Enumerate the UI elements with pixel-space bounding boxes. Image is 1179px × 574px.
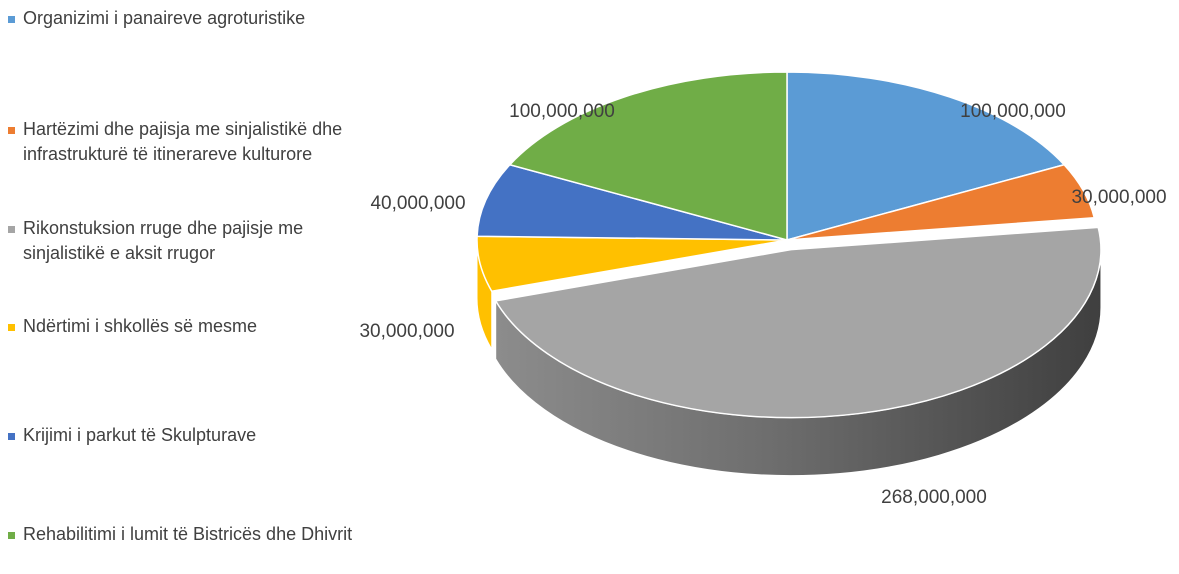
data-label: 100,000,000 (960, 101, 1066, 122)
pie-slice (786, 71, 1066, 241)
legend-label: Hartëzimi dhe pajisja me sinjalistikë dh… (23, 119, 343, 164)
pie-slice (786, 163, 1096, 241)
pie-slice (508, 71, 788, 241)
chart-legend: Organizimi i panaireve agroturistike Har… (8, 0, 380, 574)
legend-swatch (8, 226, 15, 233)
legend-swatch (8, 16, 15, 23)
legend-swatch (8, 433, 15, 440)
legend-swatch (8, 127, 15, 134)
pie-slices (476, 71, 1102, 477)
legend-item: Ndërtimi i shkollës së mesme (8, 314, 380, 339)
data-label: 100,000,000 (509, 101, 615, 122)
pie-slice (476, 163, 788, 241)
data-label: 30,000,000 (359, 321, 454, 342)
legend-swatch (8, 532, 15, 539)
data-label: 30,000,000 (1071, 187, 1166, 208)
legend-label: Rikonstuksion rruge dhe pajisje me sinja… (23, 218, 304, 263)
legend-label: Ndërtimi i shkollës së mesme (23, 316, 258, 336)
legend-label: Krijimi i parkut të Skulpturave (23, 425, 257, 445)
legend-item: Rikonstuksion rruge dhe pajisje me sinja… (8, 216, 380, 266)
data-label: 268,000,000 (881, 487, 987, 508)
legend-label: Rehabilitimi i lumit të Bistricës dhe Dh… (23, 524, 353, 544)
data-label: 40,000,000 (370, 193, 465, 214)
legend-item: Krijimi i parkut të Skulpturave (8, 423, 380, 448)
legend-label: Organizimi i panaireve agroturistike (23, 8, 306, 28)
legend-item: Hartëzimi dhe pajisja me sinjalistikë dh… (8, 117, 380, 167)
legend-item: Organizimi i panaireve agroturistike (8, 6, 380, 31)
legend-item: Rehabilitimi i lumit të Bistricës dhe Dh… (8, 522, 380, 547)
legend-swatch (8, 324, 15, 331)
pie-slice (494, 226, 1102, 419)
